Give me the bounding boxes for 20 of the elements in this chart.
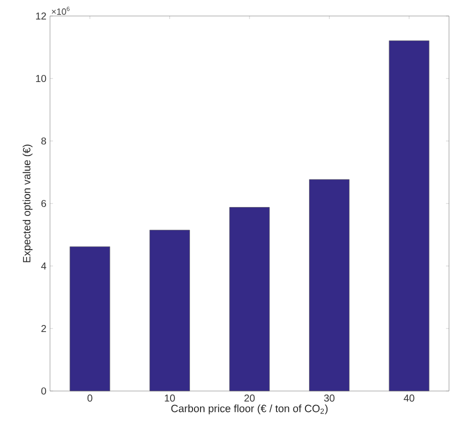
bar xyxy=(229,207,270,392)
x-tick-label: 0 xyxy=(88,394,92,402)
bar xyxy=(150,230,190,392)
x-tick-label: 30 xyxy=(324,394,334,402)
y-tick-label: 0 xyxy=(41,387,46,395)
y-tick-label: 10 xyxy=(36,74,46,82)
x-tick-label: 10 xyxy=(164,394,175,402)
y-axis-title: Expected option value (€) xyxy=(22,144,32,262)
y-tick-label: 2 xyxy=(41,325,46,332)
x-tick-label: 20 xyxy=(244,394,255,402)
text: ×10$^{6}$ xyxy=(52,6,70,15)
bar xyxy=(70,246,110,392)
x-tick-label: 40 xyxy=(404,394,414,402)
y-tick-label: 6 xyxy=(41,200,46,208)
x-axis-title: Carbon price floor (€ / ton of CO$_{2}$) xyxy=(171,404,328,414)
bar xyxy=(388,40,430,392)
y-tick-label: 12 xyxy=(36,12,46,20)
y-tick-label: 8 xyxy=(41,137,46,145)
y-tick-label: 4 xyxy=(41,262,46,270)
bar xyxy=(309,179,350,392)
